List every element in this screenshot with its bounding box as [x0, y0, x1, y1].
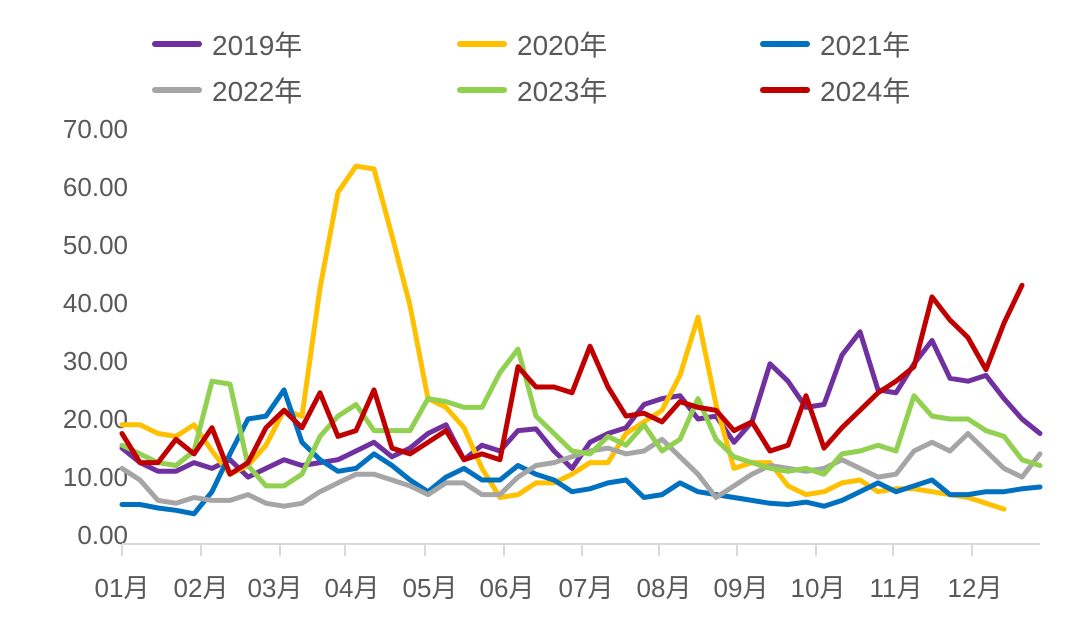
- legend-swatch-2022: [152, 87, 202, 93]
- x-tick-02: 02月: [173, 573, 229, 603]
- x-tick-07: 07月: [558, 573, 614, 603]
- x-tick-05: 05月: [402, 573, 458, 603]
- y-tick-10: 10.00: [62, 462, 128, 492]
- x-tick-03: 03月: [247, 573, 303, 603]
- x-tick-10: 10月: [790, 573, 846, 603]
- legend-swatch-2024: [760, 87, 810, 93]
- legend-label-2022: 2022年: [212, 76, 303, 107]
- legend-swatch-2020: [457, 41, 507, 47]
- series-lines: [119, 163, 1043, 517]
- y-tick-60: 60.00: [62, 172, 128, 202]
- legend-item-2023[interactable]: 2023年: [457, 70, 607, 110]
- legend-label-2020: 2020年: [517, 30, 608, 61]
- legend-label-2021: 2021年: [820, 30, 911, 61]
- series-line-2024: [119, 282, 1025, 477]
- y-tick-20: 20.00: [62, 404, 128, 434]
- series-line-2023: [119, 346, 1043, 489]
- y-tick-70: 70.00: [62, 114, 128, 144]
- y-tick-50: 50.00: [62, 230, 128, 260]
- legend-label-2023: 2023年: [517, 76, 608, 107]
- series-line-2021: [119, 387, 1043, 517]
- legend-label-2019: 2019年: [212, 30, 303, 61]
- legend-item-2020[interactable]: 2020年: [457, 24, 607, 64]
- x-tick-08: 08月: [636, 573, 692, 603]
- x-tick-06: 06月: [479, 573, 535, 603]
- legend-label-2024: 2024年: [820, 76, 911, 107]
- legend-item-2024[interactable]: 2024年: [760, 70, 910, 110]
- x-tick-09: 09月: [713, 573, 769, 603]
- chart-legend: 2019年 2020年 2021年 2022年 2023年 2024年: [0, 0, 1080, 120]
- x-axis-line: [121, 543, 1040, 556]
- legend-item-2019[interactable]: 2019年: [152, 24, 302, 64]
- y-tick-40: 40.00: [62, 288, 128, 318]
- y-tick-0: 0.00: [77, 520, 128, 550]
- x-tick-01: 01月: [94, 573, 150, 603]
- series-line-2020: [119, 163, 1007, 512]
- y-tick-30: 30.00: [62, 346, 128, 376]
- legend-swatch-2023: [457, 87, 507, 93]
- legend-item-2021[interactable]: 2021年: [760, 24, 910, 64]
- legend-swatch-2019: [152, 41, 202, 47]
- legend-item-2022[interactable]: 2022年: [152, 70, 302, 110]
- x-tick-12: 12月: [947, 573, 1003, 603]
- x-tick-04: 04月: [324, 573, 380, 603]
- legend-swatch-2021: [760, 41, 810, 47]
- x-tick-11: 11月: [869, 573, 923, 603]
